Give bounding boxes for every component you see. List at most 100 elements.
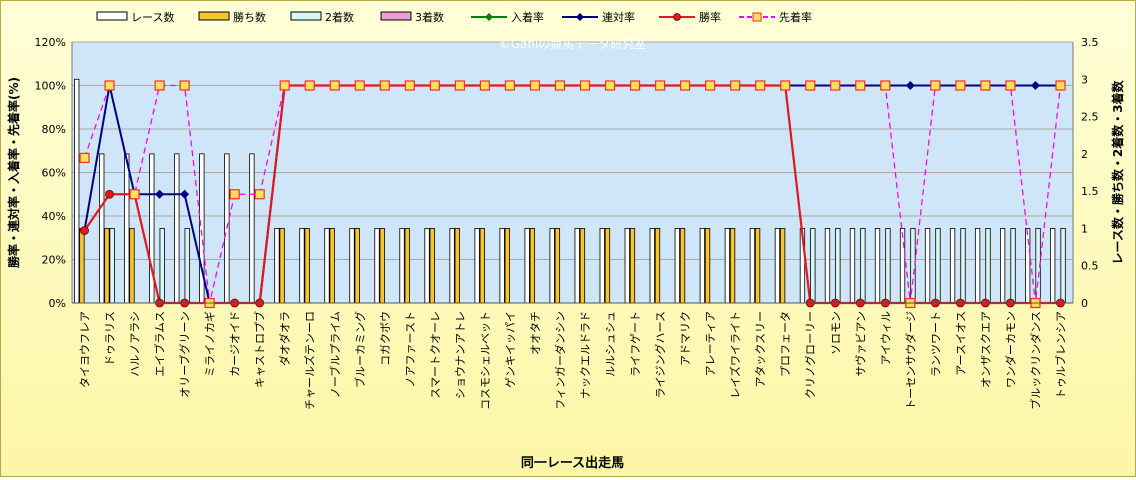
- wins-bar: [379, 228, 385, 304]
- races-bar: [74, 78, 80, 304]
- x-tick-label: レイズワイライト: [728, 311, 742, 399]
- ahead-rate-point: [780, 80, 791, 91]
- races-bar: [424, 228, 430, 304]
- races-bar: [649, 228, 655, 304]
- races-bar: [774, 228, 781, 304]
- x-tick-label: ソロモン: [829, 311, 842, 355]
- wins-bar: [779, 228, 786, 304]
- wins-bar: [279, 228, 285, 304]
- quinella-rate-point: [1030, 81, 1040, 90]
- x-tick-label: フィンガーダンシン: [553, 311, 567, 410]
- races-bar: [474, 228, 480, 304]
- axes: 0% 20% 40% 60% 80% 100% 120% 0 0.5 1 1.5 2 2.5 3 3.5: [35, 36, 1099, 310]
- right-tick-label: 3: [1081, 73, 1088, 86]
- x-tick-label: サヴァビアン: [853, 311, 867, 377]
- races-bar: [874, 228, 881, 304]
- right-tick-label: 1.5: [1081, 185, 1099, 198]
- ahead-rate-point: [805, 80, 816, 91]
- x-tick-label: クリノグローリー: [803, 311, 817, 399]
- x-tick-label: オオタチ: [529, 311, 542, 355]
- x-tick-label: ブルックリンダンス: [1028, 311, 1042, 410]
- second-bar: [1060, 228, 1066, 304]
- x-tick-label: オンザスクエア: [979, 311, 992, 388]
- wins-bar: [129, 228, 135, 304]
- second-bar: [835, 228, 841, 304]
- legend-marker: [752, 12, 762, 22]
- x-tick-label: ハルノアラシ: [129, 311, 142, 377]
- right-axis-label: レース数・勝ち数・2着数・3着数: [1110, 79, 1125, 264]
- x-tick-label: トゥルブレンシア: [1053, 311, 1067, 399]
- wins-bar: [329, 228, 335, 304]
- ahead-rate-point: [629, 80, 641, 91]
- ahead-rate-point: [454, 80, 465, 91]
- ahead-rate-point: [855, 80, 866, 91]
- wins-bar: [354, 228, 360, 304]
- x-tick-label: ブルーカミング: [353, 311, 367, 388]
- legend-item-win-rate: 勝率: [659, 10, 721, 24]
- ahead-rate-point: [730, 80, 741, 91]
- ahead-rate-point: [179, 80, 190, 91]
- ahead-rate-point: [129, 189, 140, 200]
- races-bar: [1050, 228, 1056, 304]
- legend-label: 勝率: [699, 10, 721, 24]
- wins-bar: [479, 228, 485, 304]
- legend-item-third: 3着数: [380, 10, 444, 24]
- left-tick-label: 20%: [42, 254, 66, 267]
- x-tick-label: カージオイド: [229, 311, 242, 377]
- second-bar: [985, 228, 991, 304]
- races-bar: [599, 228, 605, 304]
- right-tick-label: 3.5: [1081, 36, 1099, 49]
- legend-item-place-rate: 入着率: [471, 10, 544, 24]
- ahead-rate-point: [579, 80, 591, 91]
- x-tick-label: アースイオス: [954, 311, 967, 376]
- legend: レース数 勝ち数 2着数 3着数 入着率 連対率 勝率 先着率: [96, 10, 812, 24]
- second-bar: [184, 228, 190, 304]
- races-bar: [624, 228, 630, 304]
- quinella-rate-point: [180, 189, 190, 199]
- races-bar: [924, 228, 931, 304]
- ahead-rate-point: [79, 152, 90, 164]
- races-bar: [999, 228, 1006, 304]
- wins-bar: [754, 228, 761, 304]
- ahead-rate-point: [329, 80, 340, 91]
- left-tick-label: 40%: [42, 210, 66, 223]
- wins-bar: [654, 228, 661, 304]
- ahead-rate-point: [104, 80, 115, 91]
- legend-label: 2着数: [325, 10, 354, 24]
- races-bar: [99, 153, 105, 304]
- left-axis-label: 勝率・連対率・入着率・先着率(%): [6, 77, 21, 268]
- wins-bar: [454, 228, 460, 304]
- x-tick-label: アドマリク: [679, 311, 692, 366]
- legend-marker: [673, 13, 681, 21]
- x-tick-label: ショウナンアトレ: [454, 311, 467, 399]
- second-bar: [935, 228, 941, 304]
- x-tick-label: ナックエルドラド: [579, 311, 592, 399]
- ahead-rate-point: [604, 80, 616, 91]
- x-tick-label: ダオダオラ: [278, 311, 292, 366]
- legend-item-races: レース数: [96, 11, 174, 24]
- races-bar: [699, 228, 705, 304]
- win-rate-point: [80, 226, 89, 235]
- x-tick-label: プロフェータ: [779, 311, 792, 377]
- right-tick-label: 1: [1081, 222, 1088, 235]
- ahead-rate-point: [955, 80, 966, 91]
- ahead-rate-point: [980, 80, 991, 91]
- legend-marker: [485, 13, 493, 21]
- races-bar: [724, 228, 731, 304]
- ahead-rate-point: [429, 80, 440, 91]
- x-tick-label: オリーブグリーン: [178, 311, 192, 398]
- races-bar: [899, 228, 906, 304]
- legend-label: 勝ち数: [233, 10, 266, 24]
- x-tick-label: ランツワート: [929, 311, 942, 377]
- races-bar: [499, 228, 505, 304]
- x-tick-labels: タイヨウフレア ドゥラリス ハルノアラシ エイブラムス オリーブグリーン ミライノカギ カー…: [79, 311, 1068, 410]
- ahead-rate-point: [654, 80, 666, 91]
- x-tick-label: キャストロプブ: [253, 311, 267, 388]
- races-bar: [449, 228, 455, 304]
- left-tick-label: 100%: [35, 80, 66, 93]
- races-bar: [949, 228, 956, 304]
- legend-label: 3着数: [415, 10, 444, 24]
- wins-bar: [604, 228, 611, 304]
- races-bar: [349, 228, 355, 304]
